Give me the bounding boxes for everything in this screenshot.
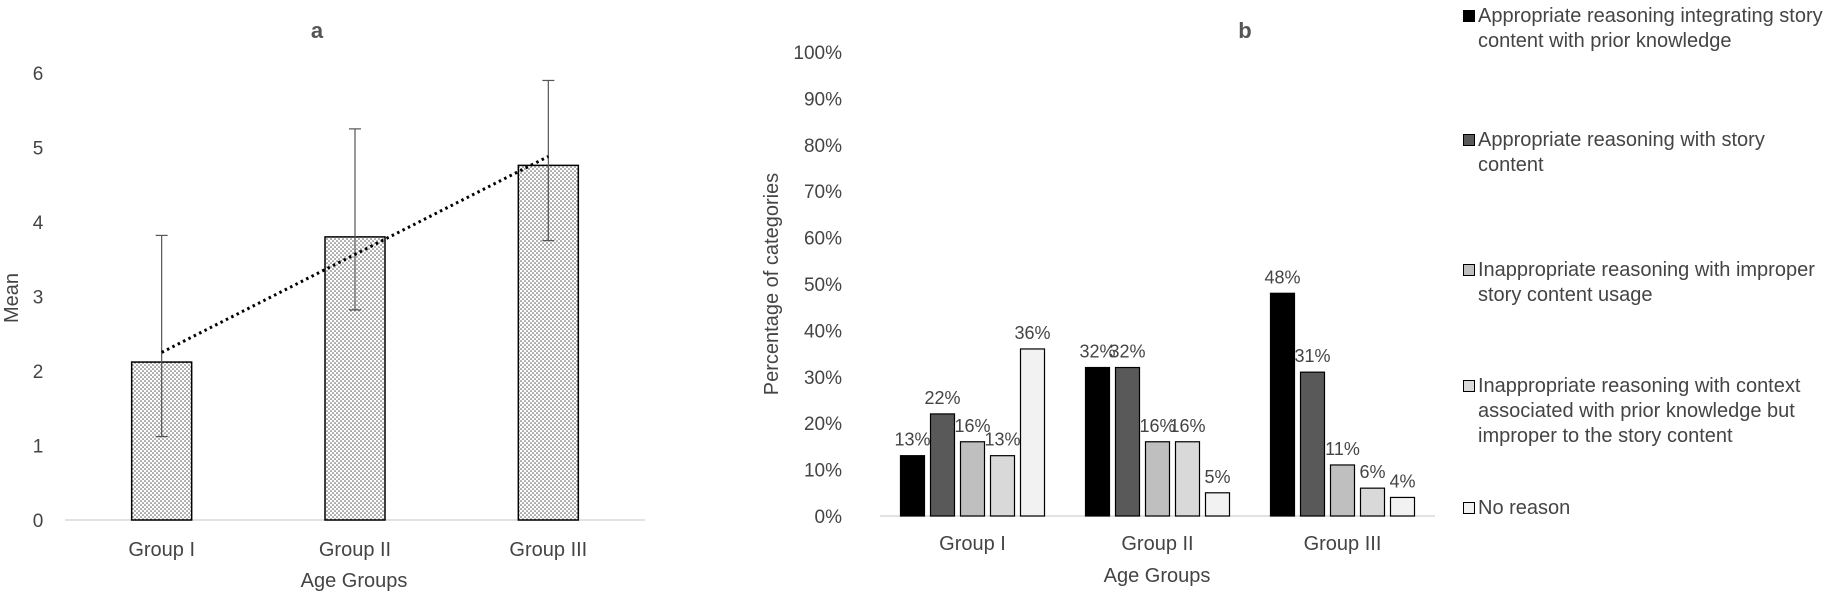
chart-b-bar: [989, 455, 1016, 517]
chart-b-y-tick-label: 80%: [804, 136, 842, 157]
legend-label: Inappropriate reasoning with improper st…: [1478, 259, 1815, 306]
chart-a-y-tick-label: 2: [33, 362, 44, 383]
legend-swatch: [1463, 134, 1475, 146]
chart-b-data-label: 16%: [954, 416, 990, 436]
chart-b-data-label: 32%: [1109, 342, 1145, 362]
chart-b-bar: [1359, 487, 1386, 517]
chart-b-title: b: [1238, 18, 1251, 43]
chart-b-data-label: 16%: [1169, 416, 1205, 436]
chart-b-y-tick-label: 60%: [804, 229, 842, 250]
chart-a-y-tick-label: 3: [33, 288, 44, 309]
chart-b-data-label: 11%: [1325, 439, 1360, 459]
chart-a-y-tick-label: 0: [33, 511, 44, 532]
legend-item: No reason: [1463, 496, 1823, 521]
chart-b-x-tick-label: Group II: [1121, 533, 1193, 555]
legend-item: Appropriate reasoning with story content: [1463, 128, 1823, 178]
chart-b-x-tick-label: Group III: [1304, 533, 1382, 555]
chart-b-data-label: 5%: [1204, 467, 1230, 487]
chart-b-data-label: 6%: [1359, 462, 1385, 482]
chart-b-bar: [1144, 441, 1171, 517]
chart-b-bar: [1389, 496, 1416, 517]
chart-a-y-tick-label: 4: [33, 213, 44, 234]
legend-item: Appropriate reasoning integrating story …: [1463, 4, 1823, 54]
legend-label: Appropriate reasoning with story content: [1478, 129, 1765, 176]
legend-item: Inappropriate reasoning with improper st…: [1463, 258, 1823, 308]
chart-b-data-label: 13%: [894, 430, 930, 450]
legend-label: Inappropriate reasoning with context ass…: [1478, 375, 1801, 447]
chart-b: b Percentage of categories Age Groups 0%…: [761, 18, 1435, 587]
legend-swatch: [1463, 502, 1475, 514]
chart-b-bar: [899, 455, 926, 517]
chart-b-y-tick-label: 20%: [804, 414, 842, 435]
chart-a-y-axis-label: Mean: [1, 273, 23, 323]
chart-a-x-axis-label: Age Groups: [301, 570, 408, 592]
chart-a-trendline: [160, 155, 550, 354]
chart-b-legend: Appropriate reasoning integrating story …: [1463, 0, 1827, 599]
chart-a-y-tick-label: 5: [33, 139, 44, 160]
chart-b-y-tick-label: 30%: [804, 368, 842, 389]
chart-b-data-label: 22%: [924, 388, 960, 408]
chart-b-data-label: 36%: [1014, 323, 1050, 343]
chart-a-title: a: [311, 18, 324, 43]
chart-b-y-tick-label: 90%: [804, 89, 842, 110]
chart-b-bar: [1269, 292, 1296, 517]
chart-b-bar: [929, 413, 956, 517]
legend-swatch: [1463, 10, 1475, 22]
chart-b-data-label: 32%: [1079, 342, 1115, 362]
chart-b-y-tick-label: 50%: [804, 275, 842, 296]
chart-b-y-tick-label: 0%: [815, 507, 843, 528]
chart-b-bar: [1174, 441, 1201, 517]
chart-b-y-tick-label: 10%: [804, 461, 842, 482]
legend-swatch: [1463, 380, 1475, 392]
legend-label: No reason: [1478, 497, 1571, 519]
chart-b-y-tick-label: 70%: [804, 182, 842, 203]
chart-a: a Mean Age Groups 0 1 2 3 4 5 6 Group I Group II…: [1, 18, 645, 592]
chart-b-bar: [959, 441, 986, 517]
chart-b-x-axis-label: Age Groups: [1104, 565, 1211, 587]
chart-b-x-tick-label: Group I: [939, 533, 1006, 555]
chart-a-y-tick-label: 6: [33, 64, 44, 85]
chart-a-x-tick-label: Group I: [128, 539, 195, 561]
chart-b-data-label: 48%: [1264, 267, 1300, 287]
legend-label: Appropriate reasoning integrating story …: [1478, 5, 1823, 52]
legend-item: Inappropriate reasoning with context ass…: [1463, 374, 1823, 449]
legend-swatch: [1463, 264, 1475, 276]
chart-b-bar: [1084, 366, 1111, 517]
chart-b-y-tick-label: 100%: [793, 43, 842, 64]
chart-a-x-tick-label: Group II: [319, 539, 391, 561]
chart-b-bar: [1019, 348, 1046, 517]
chart-a-x-tick-label: Group III: [509, 539, 587, 561]
chart-b-bar: [1299, 371, 1326, 517]
chart-b-data-label: 13%: [984, 430, 1020, 450]
chart-b-y-axis-label: Percentage of categories: [761, 173, 783, 395]
chart-a-y-tick-label: 1: [33, 437, 44, 458]
chart-b-data-label: 31%: [1294, 346, 1330, 366]
chart-b-y-tick-label: 40%: [804, 321, 842, 342]
chart-b-data-label: 4%: [1389, 471, 1415, 491]
chart-b-bar: [1114, 366, 1141, 517]
chart-b-data-label: 16%: [1139, 416, 1175, 436]
chart-b-bar: [1204, 492, 1231, 517]
chart-b-bar: [1329, 464, 1356, 517]
